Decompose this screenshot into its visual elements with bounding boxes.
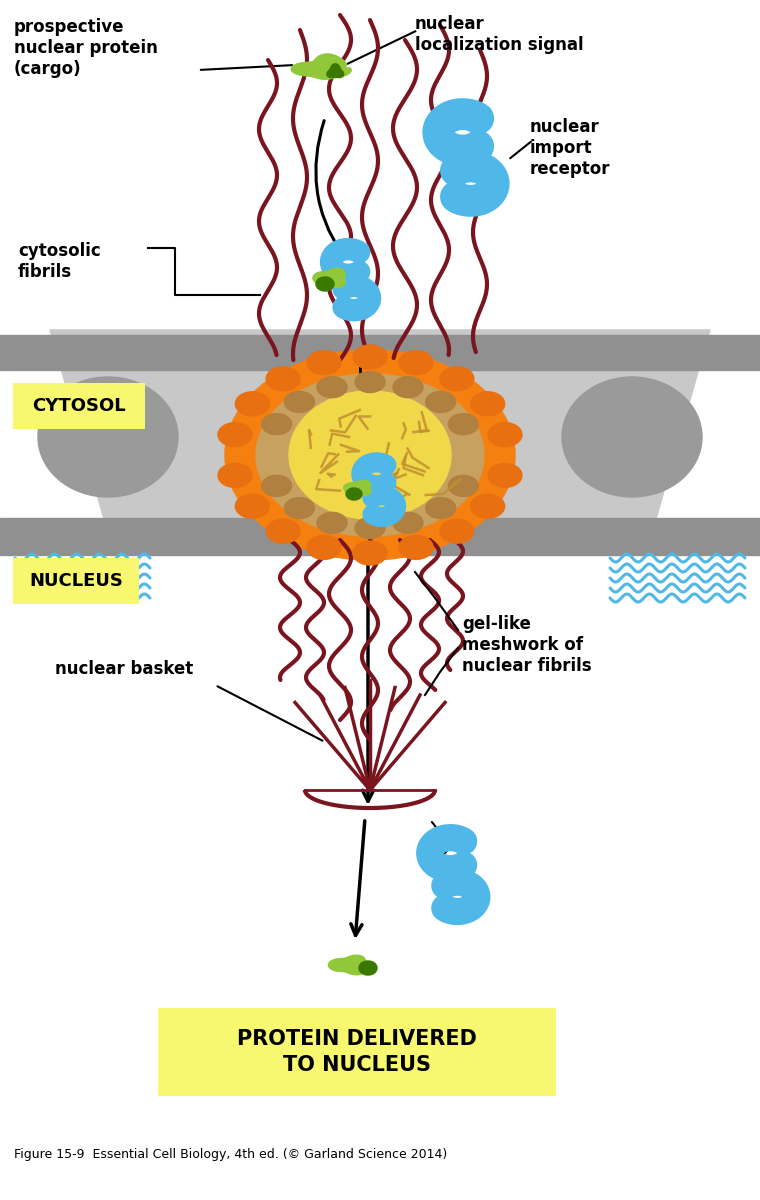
Ellipse shape	[284, 391, 315, 413]
Polygon shape	[313, 269, 345, 288]
Ellipse shape	[355, 517, 385, 539]
Ellipse shape	[470, 391, 505, 415]
Text: prospective
nuclear protein
(cargo): prospective nuclear protein (cargo)	[14, 18, 158, 78]
Ellipse shape	[236, 391, 269, 415]
Ellipse shape	[353, 346, 387, 370]
Ellipse shape	[393, 377, 423, 397]
Text: PROTEIN DELIVERED
TO NUCLEUS: PROTEIN DELIVERED TO NUCLEUS	[237, 1028, 477, 1075]
Text: nuclear basket: nuclear basket	[55, 660, 193, 678]
Ellipse shape	[261, 414, 292, 434]
FancyBboxPatch shape	[13, 383, 145, 428]
Ellipse shape	[470, 494, 505, 518]
Text: CYTOSOL: CYTOSOL	[32, 397, 126, 415]
Ellipse shape	[256, 374, 484, 536]
Text: gel-like
meshwork of
nuclear fibrils: gel-like meshwork of nuclear fibrils	[462, 614, 591, 674]
Ellipse shape	[218, 463, 252, 487]
Ellipse shape	[317, 512, 347, 533]
Ellipse shape	[266, 520, 300, 544]
Text: nuclear
import
receptor: nuclear import receptor	[530, 118, 610, 178]
Polygon shape	[344, 480, 371, 496]
Ellipse shape	[440, 367, 473, 391]
Ellipse shape	[488, 422, 522, 446]
Ellipse shape	[353, 541, 387, 565]
Ellipse shape	[317, 377, 347, 397]
FancyBboxPatch shape	[13, 558, 139, 604]
Text: Figure 15-9  Essential Cell Biology, 4th ed. (© Garland Science 2014): Figure 15-9 Essential Cell Biology, 4th …	[14, 1148, 447, 1162]
Polygon shape	[50, 330, 710, 540]
Ellipse shape	[399, 350, 433, 374]
Ellipse shape	[261, 475, 292, 497]
Ellipse shape	[488, 463, 522, 487]
Polygon shape	[0, 518, 760, 554]
Polygon shape	[328, 955, 366, 974]
Ellipse shape	[448, 414, 478, 434]
Ellipse shape	[38, 377, 178, 497]
Ellipse shape	[284, 498, 315, 518]
Ellipse shape	[355, 372, 385, 392]
FancyBboxPatch shape	[158, 1008, 556, 1096]
Polygon shape	[359, 961, 377, 974]
Ellipse shape	[225, 350, 515, 560]
Polygon shape	[316, 277, 334, 290]
Ellipse shape	[426, 391, 456, 413]
Text: nuclear
localization signal: nuclear localization signal	[415, 14, 584, 54]
Ellipse shape	[236, 494, 269, 518]
Ellipse shape	[440, 520, 473, 544]
Text: NUCLEUS: NUCLEUS	[29, 572, 123, 590]
Ellipse shape	[218, 422, 252, 446]
Ellipse shape	[399, 535, 433, 559]
Ellipse shape	[289, 391, 451, 518]
Polygon shape	[346, 488, 362, 500]
Ellipse shape	[266, 367, 300, 391]
Ellipse shape	[562, 377, 702, 497]
Polygon shape	[327, 64, 344, 78]
Ellipse shape	[448, 475, 478, 497]
Polygon shape	[291, 54, 351, 79]
Text: cytosolic
fibrils: cytosolic fibrils	[18, 242, 101, 281]
Ellipse shape	[307, 535, 341, 559]
Ellipse shape	[393, 512, 423, 533]
Polygon shape	[0, 335, 760, 370]
Ellipse shape	[426, 498, 456, 518]
Ellipse shape	[307, 350, 341, 374]
